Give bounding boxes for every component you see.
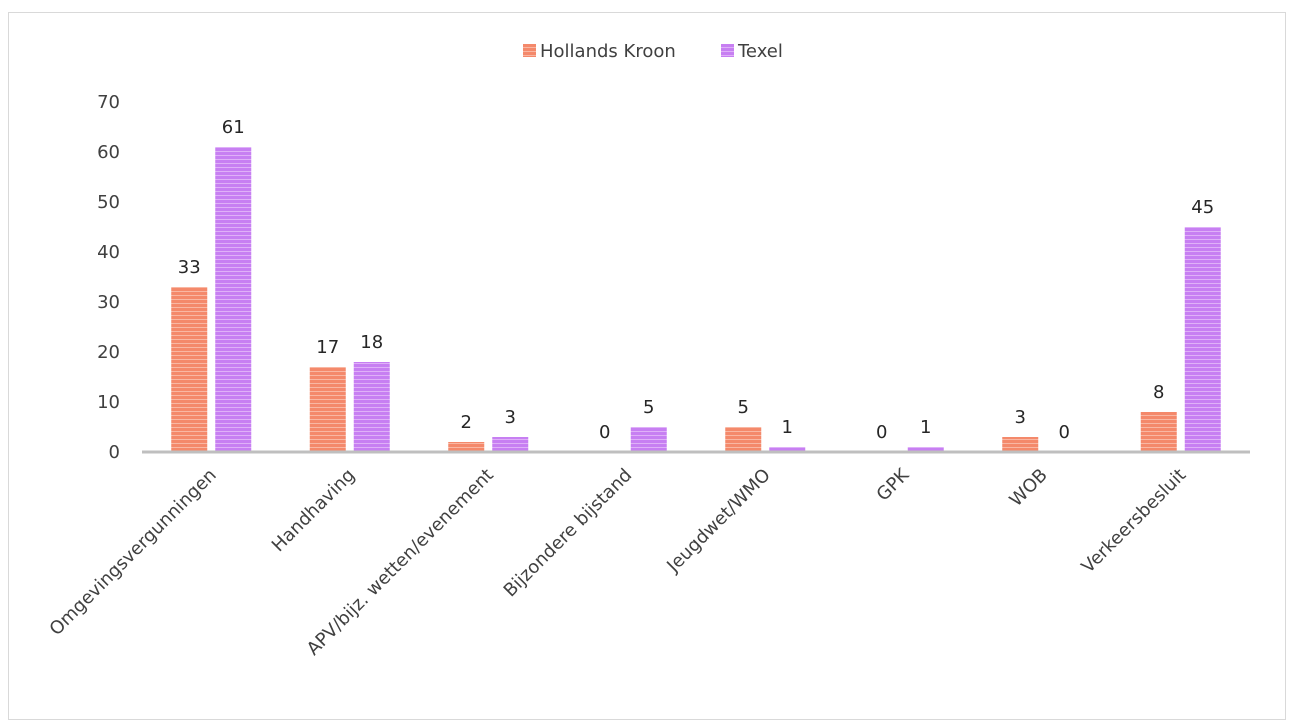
legend-label: Texel	[737, 41, 783, 62]
bar-texel	[215, 147, 252, 452]
bar-texel	[907, 447, 944, 452]
category-label: Verkeersbesluit	[1078, 465, 1191, 578]
legend: Hollands Kroon Texel	[523, 41, 783, 62]
bar-hollands-kroon	[1140, 412, 1177, 452]
data-label: 1	[782, 417, 793, 438]
data-label: 18	[360, 332, 383, 353]
y-axis: 0 10 20 30 40 50 60 70	[97, 92, 120, 463]
data-label: 3	[1015, 407, 1026, 428]
data-label: 17	[316, 337, 339, 358]
bars: 33 17 2 0 5 0 3 8 61 18 3 5 1 1 0 45	[171, 117, 1221, 452]
bar-hollands-kroon	[448, 442, 485, 452]
category-label: WOB	[1006, 465, 1052, 511]
y-tick-label: 70	[97, 92, 120, 113]
data-label: 0	[876, 422, 887, 443]
bar-texel	[769, 447, 806, 452]
bar-hollands-kroon	[725, 427, 762, 452]
data-label: 5	[738, 397, 749, 418]
bar-hollands-kroon	[1002, 437, 1039, 452]
legend-swatch	[523, 44, 536, 57]
data-label: 8	[1153, 382, 1164, 403]
legend-label: Hollands Kroon	[540, 41, 676, 62]
y-tick-label: 0	[109, 442, 120, 463]
data-label: 0	[1059, 422, 1070, 443]
y-tick-label: 20	[97, 342, 120, 363]
category-label: Omgevingsvergunningen	[46, 465, 221, 640]
y-tick-label: 50	[97, 192, 120, 213]
bar-texel	[353, 362, 390, 452]
data-label: 61	[222, 117, 245, 138]
data-label: 5	[643, 397, 654, 418]
bar-hollands-kroon	[309, 367, 346, 452]
bar-texel	[630, 427, 667, 452]
y-tick-label: 30	[97, 292, 120, 313]
data-label: 2	[461, 412, 472, 433]
bar-texel	[492, 437, 529, 452]
y-tick-label: 40	[97, 242, 120, 263]
data-label: 3	[505, 407, 516, 428]
category-label: Jeugdwet/WMO	[662, 465, 774, 577]
bar-texel	[1184, 227, 1221, 452]
category-label: GPK	[873, 464, 915, 506]
category-label: Bijzondere bijstand	[500, 465, 637, 602]
category-label: Handhaving	[268, 465, 359, 556]
data-label: 1	[920, 417, 931, 438]
y-tick-label: 10	[97, 392, 120, 413]
legend-swatch	[721, 44, 734, 57]
data-label: 45	[1191, 197, 1214, 218]
data-label: 0	[599, 422, 610, 443]
data-label: 33	[178, 257, 201, 278]
bar-hollands-kroon	[171, 287, 208, 452]
x-axis: Omgevingsvergunningen HandhavingAPV/bijz.…	[46, 450, 1250, 660]
y-tick-label: 60	[97, 142, 120, 163]
